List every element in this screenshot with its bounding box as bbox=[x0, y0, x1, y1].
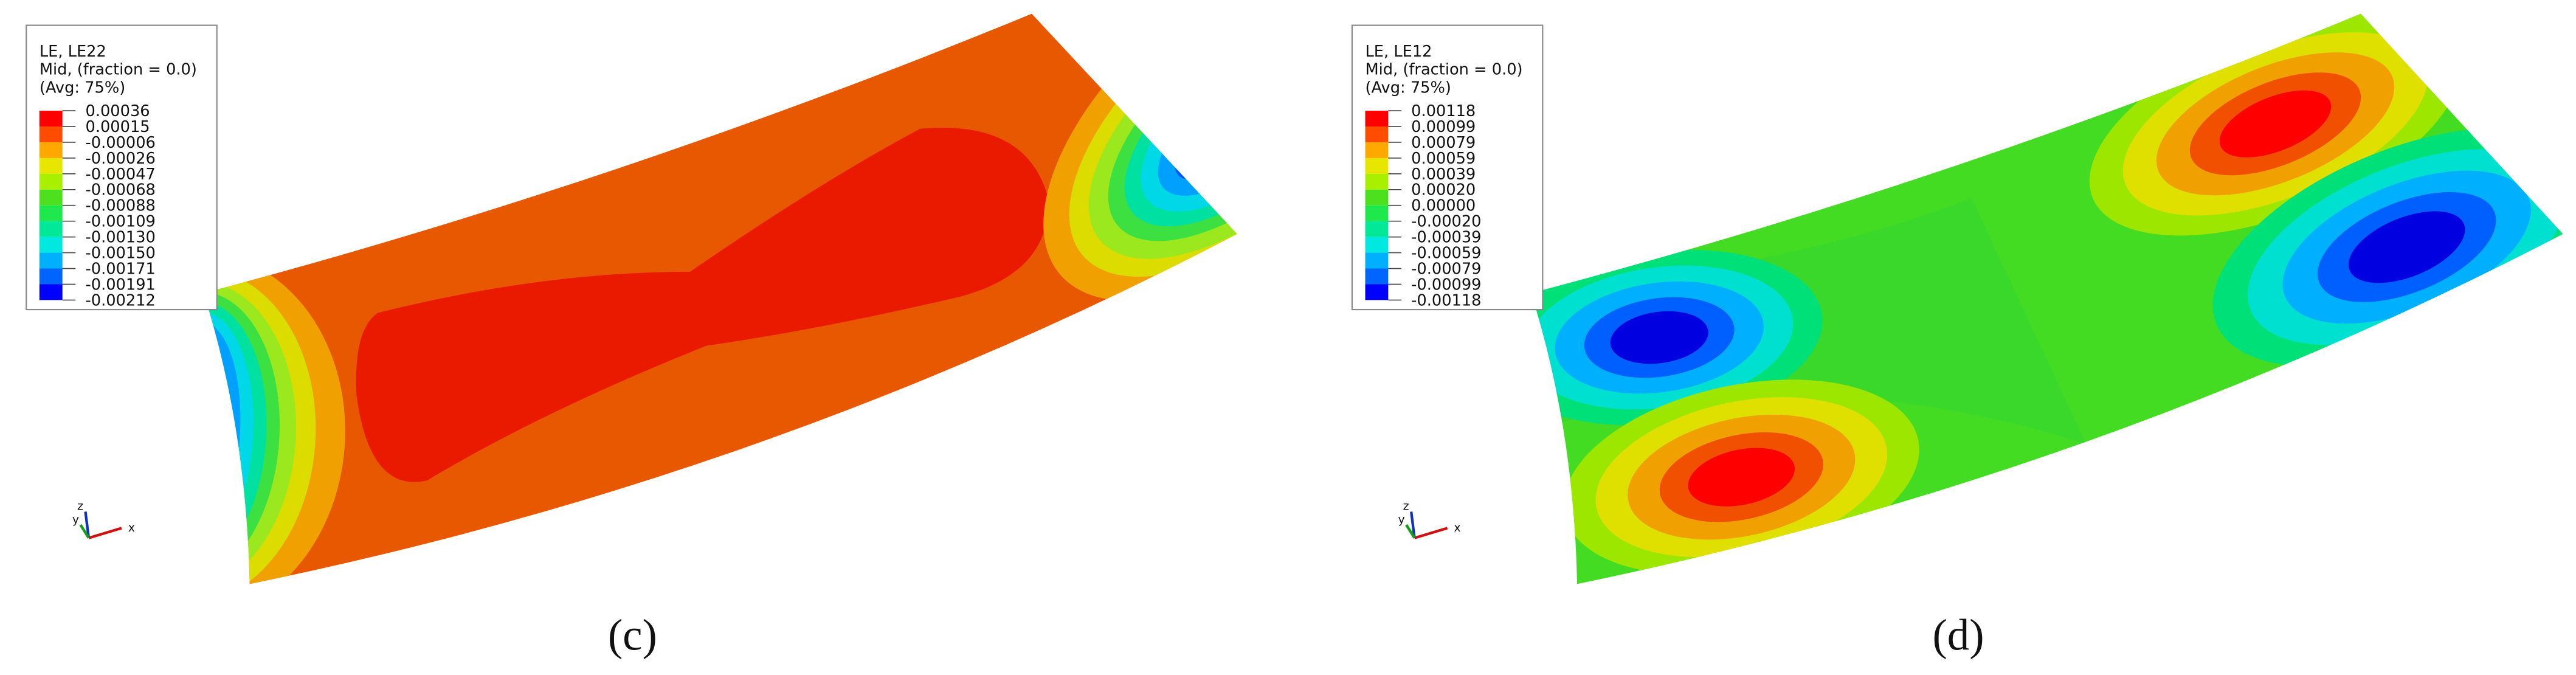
legend-title: (Avg: 75%) bbox=[40, 78, 125, 97]
legend-value: -0.00059 bbox=[1411, 244, 1481, 262]
caption: (c) bbox=[608, 610, 657, 659]
triad-label: z bbox=[77, 500, 83, 513]
legend-value: -0.00171 bbox=[86, 260, 156, 278]
triad-label: x bbox=[128, 521, 135, 535]
legend-swatch bbox=[1365, 252, 1389, 269]
legend-value: -0.00099 bbox=[1411, 275, 1481, 294]
contour-band bbox=[1175, 51, 1237, 180]
legend-value: 0.00015 bbox=[86, 118, 150, 136]
legend-swatch bbox=[39, 268, 63, 285]
triad-axis bbox=[1410, 511, 1416, 538]
contour-band bbox=[204, 338, 227, 535]
triad-label: y bbox=[1398, 513, 1405, 526]
legend-value: -0.00212 bbox=[86, 291, 156, 310]
legend-swatch bbox=[1365, 111, 1389, 127]
triad-axis bbox=[1414, 527, 1448, 539]
legend-swatch bbox=[1365, 126, 1389, 142]
axis-triad: zy x bbox=[72, 500, 135, 539]
legend-swatch bbox=[39, 173, 63, 190]
legend-swatch bbox=[39, 284, 63, 300]
contour-band bbox=[2219, 90, 2332, 158]
legend-value: -0.00006 bbox=[86, 134, 156, 152]
legend-swatch bbox=[1365, 142, 1389, 158]
legend-value: -0.00039 bbox=[1411, 229, 1481, 247]
legend-value: -0.00150 bbox=[86, 244, 156, 262]
legend-swatch bbox=[1365, 205, 1389, 221]
triad-axis bbox=[79, 524, 90, 539]
legend-value: 0.00079 bbox=[1411, 134, 1476, 152]
legend-value: -0.00047 bbox=[86, 165, 156, 184]
legend-title: Mid, (fraction = 0.0) bbox=[40, 61, 197, 79]
contour-band bbox=[1688, 448, 1795, 507]
legend-swatch bbox=[39, 237, 63, 253]
axis-triad: zy x bbox=[1398, 500, 1461, 539]
legend-swatch bbox=[39, 158, 63, 174]
legend-swatch bbox=[39, 252, 63, 269]
triad-axis bbox=[88, 527, 122, 539]
legend-swatch bbox=[1365, 237, 1389, 253]
legend-title: (Avg: 75%) bbox=[1366, 78, 1451, 97]
legend-swatch bbox=[1365, 189, 1389, 206]
legend-value: 0.00020 bbox=[1411, 181, 1476, 199]
legend-swatch bbox=[39, 126, 63, 142]
legend-value: 0.00036 bbox=[86, 102, 150, 120]
legend-value: -0.00118 bbox=[1411, 291, 1481, 310]
legend-value: -0.00130 bbox=[86, 229, 156, 247]
legend-value: 0.00099 bbox=[1411, 118, 1476, 136]
legend-swatch bbox=[39, 111, 63, 127]
triad-label: z bbox=[1403, 500, 1409, 513]
legend-title: Mid, (fraction = 0.0) bbox=[1366, 61, 1523, 79]
legend-swatch bbox=[1365, 158, 1389, 174]
legend-swatch bbox=[1365, 221, 1389, 237]
legend-title: LE, LE22 bbox=[40, 43, 106, 61]
caption: (d) bbox=[1932, 610, 1984, 659]
contour-plot bbox=[204, 13, 1237, 584]
contour-band bbox=[1192, 66, 1237, 165]
legend-title: LE, LE12 bbox=[1366, 43, 1432, 61]
legend-swatch bbox=[1365, 284, 1389, 300]
contour-plot bbox=[1531, 13, 2563, 584]
legend-value: 0.00000 bbox=[1411, 197, 1476, 215]
triad-axis bbox=[84, 511, 91, 538]
legend-value: -0.00088 bbox=[86, 197, 156, 215]
legend-value: 0.00118 bbox=[1411, 102, 1476, 120]
contour-band bbox=[1158, 35, 1237, 196]
legend-swatch bbox=[1365, 268, 1389, 285]
contour-band bbox=[1610, 311, 1708, 364]
legend-value: -0.00109 bbox=[86, 213, 156, 231]
legend-value: 0.00059 bbox=[1411, 150, 1476, 168]
triad-label: x bbox=[1454, 521, 1460, 535]
legend-swatch bbox=[39, 142, 63, 158]
legend-value: -0.00191 bbox=[86, 275, 156, 294]
contour-band bbox=[2348, 211, 2465, 283]
contour-band bbox=[356, 128, 1049, 482]
legend-value: -0.00020 bbox=[1411, 213, 1481, 231]
legend-swatch bbox=[39, 221, 63, 237]
triad-axis bbox=[1405, 524, 1416, 539]
contour-band bbox=[204, 364, 215, 508]
legend-swatch bbox=[39, 205, 63, 221]
legend-value: -0.00068 bbox=[86, 181, 156, 199]
triad-label: y bbox=[72, 513, 79, 526]
legend-swatch bbox=[1365, 173, 1389, 190]
legend-value: 0.00039 bbox=[1411, 165, 1476, 184]
legend-value: -0.00026 bbox=[86, 150, 156, 168]
legend-value: -0.00079 bbox=[1411, 260, 1481, 278]
legend-swatch bbox=[39, 189, 63, 206]
